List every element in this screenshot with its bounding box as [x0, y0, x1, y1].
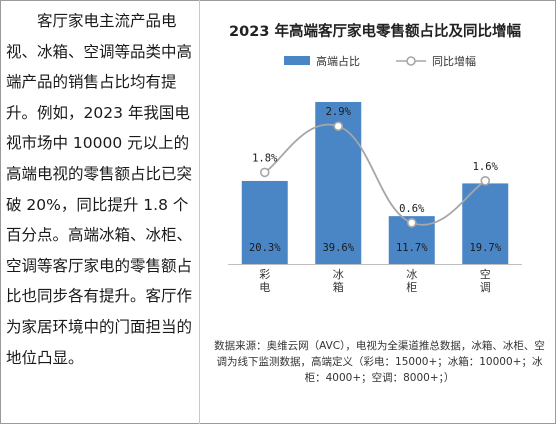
line-point-3	[406, 218, 417, 228]
x-tick-char: 空	[480, 267, 491, 281]
line-point-2	[333, 121, 344, 131]
bar-value-label-4: 19.7%	[469, 242, 501, 254]
x-tick-label-2: 冰箱	[333, 268, 344, 294]
line-point-1	[259, 167, 270, 178]
legend-label-bar: 高端占比	[316, 54, 360, 68]
x-tick-char: 箱	[333, 280, 344, 294]
legend-line-marker	[406, 56, 416, 66]
chart-title: 2023 年高端客厅家电零售额占比及同比增幅	[229, 24, 521, 40]
x-tick-char: 电	[259, 281, 270, 294]
x-tick-char: 彩	[259, 268, 270, 281]
legend-bar-swatch	[284, 56, 310, 65]
bar-4	[462, 183, 509, 264]
line-point-4	[480, 176, 491, 186]
x-tick-label-4: 空调	[480, 267, 491, 294]
legend-label-line: 同比增幅	[432, 54, 476, 68]
x-tick-char: 调	[480, 281, 491, 294]
bar-value-label-3: 11.7%	[396, 242, 428, 254]
line-value-label-4: 1.6%	[473, 161, 499, 173]
x-tick-label-3: 冰柜	[406, 268, 417, 294]
line-value-label-3: 0.6%	[399, 203, 425, 215]
line-value-label-2: 2.9%	[326, 106, 352, 118]
x-tick-char: 冰	[333, 268, 344, 281]
article-paragraph: 客厅家电主流产品电视、冰箱、空调等品类中高端产品的销售占比均有提升。例如，202…	[6, 12, 193, 367]
chart-source-note: 数据来源：奥维云网（AVC），电视为全渠道推总数据，冰箱、冰柜、空调为线下监测数…	[214, 340, 545, 384]
column-divider	[199, 0, 200, 424]
bar-value-label-1: 20.3%	[249, 242, 281, 254]
x-tick-char: 冰	[406, 268, 417, 281]
x-tick-char: 柜	[406, 281, 417, 294]
x-tick-label-1: 彩电	[259, 268, 270, 294]
bar-1	[241, 180, 288, 264]
chart-panel: 2023 年高端客厅家电零售额占比及同比增幅 高端占比 同比增幅 20.3% 39.6…	[200, 0, 556, 424]
bar-value-label-2: 39.6%	[322, 242, 354, 254]
line-series-path	[264, 123, 486, 226]
line-value-label-1: 1.8%	[252, 152, 278, 164]
